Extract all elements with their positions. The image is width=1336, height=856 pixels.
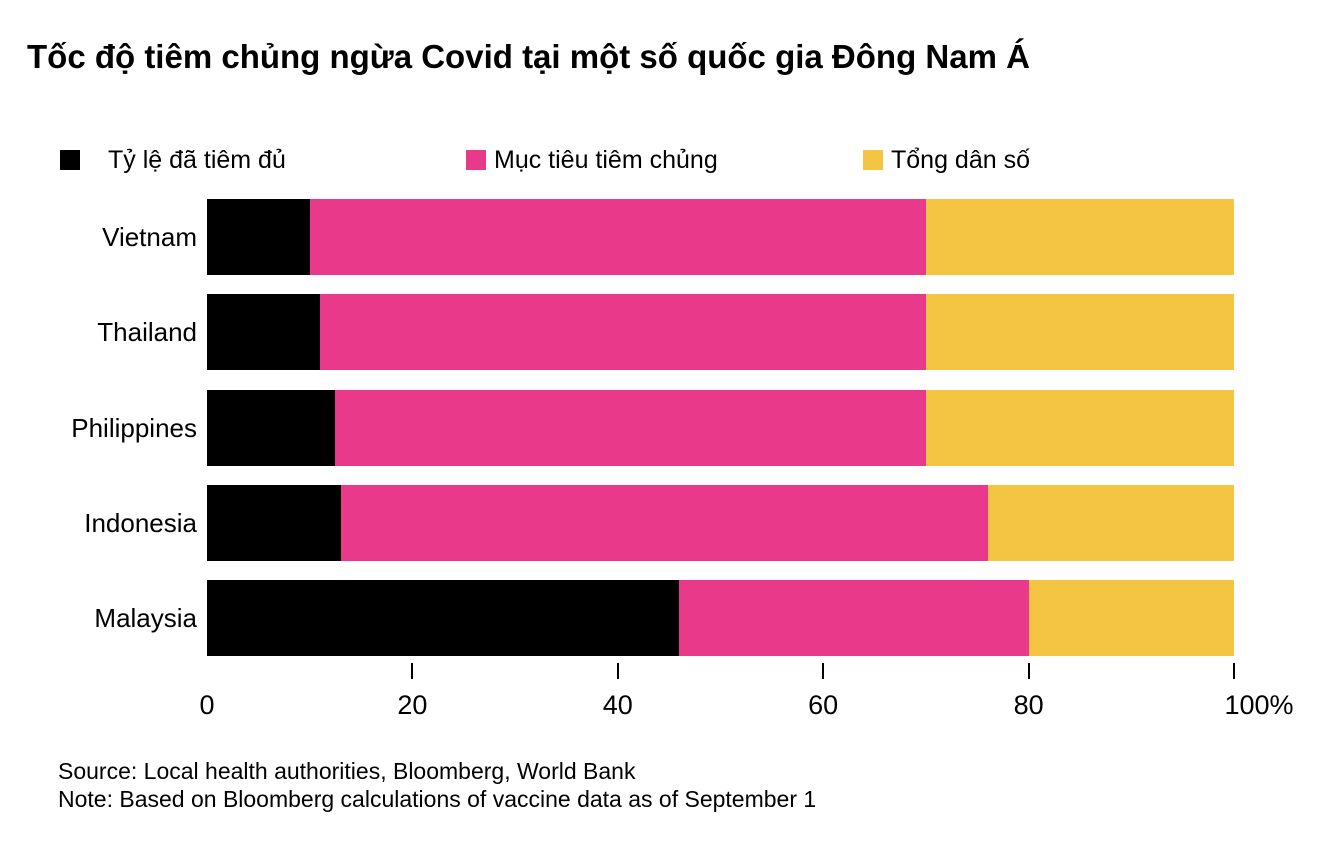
legend-swatch-yellow <box>863 150 883 170</box>
bar-row <box>207 485 1234 561</box>
x-axis-tick <box>616 663 619 679</box>
legend-swatch-pink <box>466 150 486 170</box>
category-label: Vietnam <box>102 221 197 252</box>
legend-item-fully-vaccinated: Tỷ lệ đã tiêm đủ <box>60 145 286 175</box>
note-line: Note: Based on Bloomberg calculations of… <box>58 786 817 812</box>
legend-label-fully-vaccinated: Tỷ lệ đã tiêm đủ <box>108 145 286 174</box>
bar-segment-population <box>925 199 1234 275</box>
legend-item-total-population: Tổng dân số <box>863 145 1030 175</box>
legend-item-vaccination-target: Mục tiêu tiêm chủng <box>466 145 718 175</box>
category-label: Thailand <box>97 316 197 347</box>
x-axis-tick-label: 40 <box>602 690 633 720</box>
x-axis-tick-label: 100% <box>1224 690 1294 720</box>
x-axis-tick-label: 60 <box>808 690 839 720</box>
category-label: Malaysia <box>94 602 197 633</box>
bar-row <box>207 294 1234 370</box>
bar-row <box>207 199 1234 275</box>
legend-label-vaccination-target: Mục tiêu tiêm chủng <box>494 145 718 174</box>
bar-segment-population <box>925 294 1234 370</box>
bar-segment-target <box>319 294 926 370</box>
bar-segment-population <box>1028 580 1234 656</box>
category-label: Philippines <box>71 412 197 443</box>
x-axis-tick <box>1233 663 1235 679</box>
bar-row <box>207 390 1234 466</box>
bar-segment-population <box>925 390 1234 466</box>
bar-segment-fully-vaccinated <box>207 390 336 466</box>
x-axis-tick <box>411 663 414 679</box>
footer: Source: Local health authorities, Bloomb… <box>58 757 816 813</box>
source-line: Source: Local health authorities, Bloomb… <box>58 758 636 784</box>
category-label: Indonesia <box>84 507 197 538</box>
bar-segment-population <box>987 485 1234 561</box>
bar-row <box>207 580 1234 656</box>
bar-segment-target <box>335 390 926 466</box>
bar-segment-fully-vaccinated <box>207 580 680 656</box>
x-axis-tick <box>1027 663 1030 679</box>
legend-swatch-black <box>60 150 80 170</box>
x-axis-tick-label: 20 <box>397 690 428 720</box>
bar-segment-target <box>679 580 1029 656</box>
x-axis-tick <box>822 663 825 679</box>
bar-segment-fully-vaccinated <box>207 294 320 370</box>
x-axis-tick-label: 80 <box>1013 690 1044 720</box>
bar-segment-fully-vaccinated <box>207 199 310 275</box>
x-axis-tick-label: 0 <box>199 690 215 720</box>
legend-label-total-population: Tổng dân số <box>891 145 1030 174</box>
bar-segment-target <box>309 199 926 275</box>
chart-title: Tốc độ tiêm chủng ngừa Covid tại một số … <box>27 38 1030 75</box>
bar-segment-fully-vaccinated <box>207 485 341 561</box>
bar-segment-target <box>340 485 988 561</box>
